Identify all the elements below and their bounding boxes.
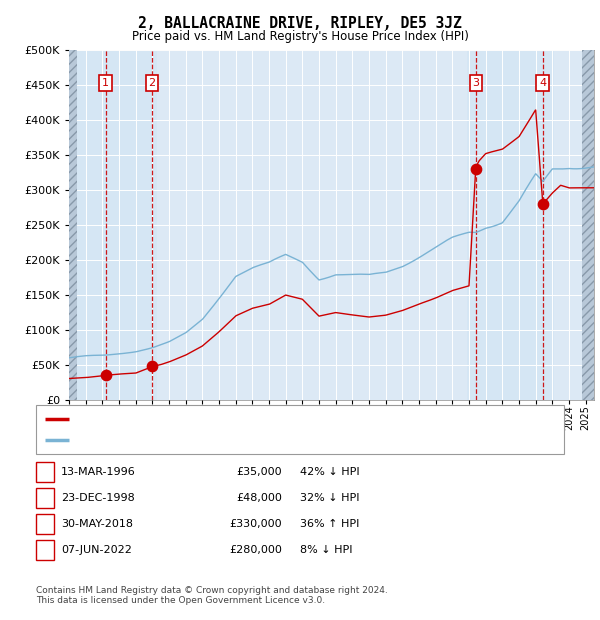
Text: Contains HM Land Registry data © Crown copyright and database right 2024.
This d: Contains HM Land Registry data © Crown c…	[36, 586, 388, 605]
Text: 13-MAR-1996: 13-MAR-1996	[61, 467, 136, 477]
Text: £48,000: £48,000	[236, 493, 282, 503]
Text: 4: 4	[539, 78, 547, 88]
Text: 2, BALLACRAINE DRIVE, RIPLEY, DE5 3JZ: 2, BALLACRAINE DRIVE, RIPLEY, DE5 3JZ	[138, 16, 462, 31]
Text: 8% ↓ HPI: 8% ↓ HPI	[300, 545, 353, 555]
Bar	[467, 50, 554, 400]
Point	[147, 361, 157, 371]
Text: 42% ↓ HPI: 42% ↓ HPI	[300, 467, 359, 477]
Text: £330,000: £330,000	[229, 519, 282, 529]
Text: 30-MAY-2018: 30-MAY-2018	[61, 519, 133, 529]
Point	[538, 199, 548, 209]
Point	[471, 164, 481, 174]
Bar	[581, 50, 594, 400]
Text: 23-DEC-1998: 23-DEC-1998	[61, 493, 135, 503]
Text: £35,000: £35,000	[236, 467, 282, 477]
Text: 07-JUN-2022: 07-JUN-2022	[61, 545, 132, 555]
Text: HPI: Average price, detached house, Amber Valley: HPI: Average price, detached house, Ambe…	[73, 435, 348, 445]
Text: 32% ↓ HPI: 32% ↓ HPI	[300, 493, 359, 503]
Text: £280,000: £280,000	[229, 545, 282, 555]
Text: 3: 3	[41, 519, 49, 529]
Text: 1: 1	[41, 467, 49, 477]
Point	[101, 370, 110, 380]
Text: 2, BALLACRAINE DRIVE, RIPLEY, DE5 3JZ (detached house): 2, BALLACRAINE DRIVE, RIPLEY, DE5 3JZ (d…	[73, 414, 394, 424]
Text: 36% ↑ HPI: 36% ↑ HPI	[300, 519, 359, 529]
Text: 2: 2	[148, 78, 155, 88]
Text: 2: 2	[41, 493, 49, 503]
Text: 4: 4	[41, 545, 49, 555]
Text: 3: 3	[472, 78, 479, 88]
Text: 1: 1	[102, 78, 109, 88]
Bar	[69, 50, 77, 400]
Text: Price paid vs. HM Land Registry's House Price Index (HPI): Price paid vs. HM Land Registry's House …	[131, 30, 469, 43]
Bar	[77, 50, 157, 400]
